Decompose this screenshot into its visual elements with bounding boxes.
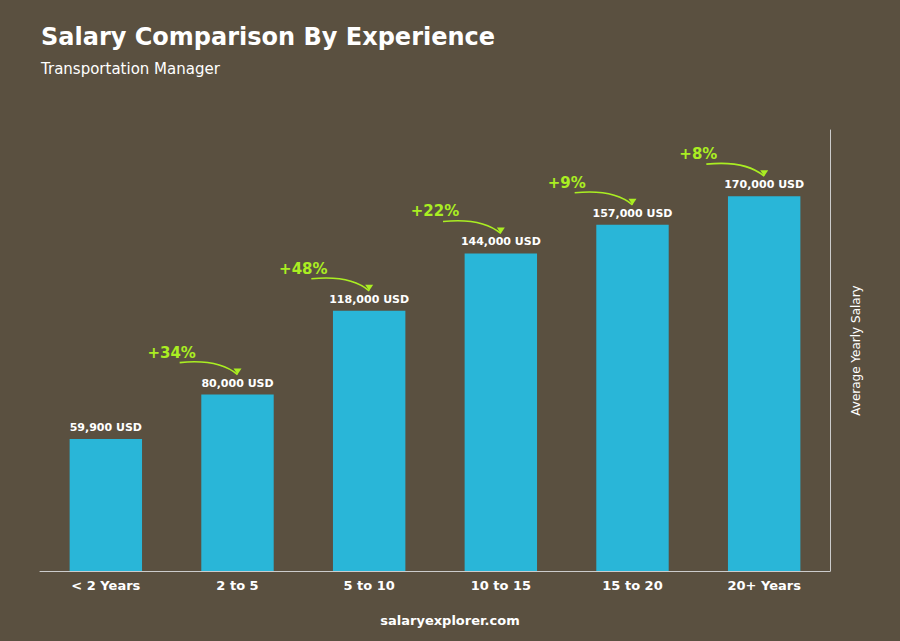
svg-text:salaryexplorer.com: salaryexplorer.com (380, 613, 519, 628)
svg-text:144,000 USD: 144,000 USD (461, 235, 541, 248)
svg-text:170,000 USD: 170,000 USD (724, 178, 804, 191)
svg-text:+9%: +9% (548, 174, 586, 192)
svg-text:157,000 USD: 157,000 USD (593, 207, 673, 220)
svg-text:59,900 USD: 59,900 USD (70, 421, 142, 434)
svg-text:5 to 10: 5 to 10 (343, 578, 394, 593)
svg-text:Average Yearly Salary: Average Yearly Salary (849, 285, 863, 415)
svg-text:+22%: +22% (411, 202, 459, 220)
svg-text:+8%: +8% (679, 145, 717, 163)
svg-text:15 to 20: 15 to 20 (602, 578, 662, 593)
svg-text:+34%: +34% (147, 344, 195, 362)
svg-text:+48%: +48% (279, 260, 327, 278)
svg-text:118,000 USD: 118,000 USD (329, 293, 409, 306)
svg-text:Salary Comparison By Experienc: Salary Comparison By Experience (41, 23, 495, 51)
svg-text:10 to 15: 10 to 15 (471, 578, 531, 593)
svg-text:20+ Years: 20+ Years (727, 578, 801, 593)
svg-text:80,000 USD: 80,000 USD (201, 377, 273, 390)
svg-text:2 to 5: 2 to 5 (216, 578, 258, 593)
svg-text:< 2 Years: < 2 Years (71, 578, 140, 593)
svg-text:Transportation Manager: Transportation Manager (40, 60, 221, 78)
